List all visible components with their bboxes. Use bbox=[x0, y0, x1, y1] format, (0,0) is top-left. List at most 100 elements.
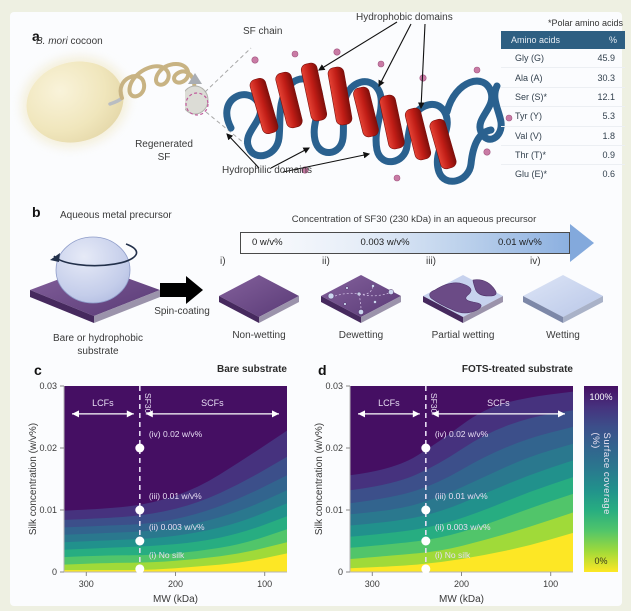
y-tick-label: 0.03 bbox=[39, 382, 57, 391]
amino-acid-pct: 12.1 bbox=[597, 91, 615, 102]
lcfs-arrowhead-left bbox=[358, 410, 365, 418]
cocoon-label-rest: cocoon bbox=[67, 36, 103, 47]
sample-point-label: (i) No silk bbox=[435, 550, 471, 560]
substrate-i-illustration bbox=[219, 275, 299, 323]
hydrophobic-arrows bbox=[318, 21, 426, 110]
substrate-left-edge bbox=[30, 290, 94, 323]
surface-coverage-colorbar: 100% Surface coverage (%) 0% bbox=[584, 386, 618, 572]
amino-table-row: Thr (T)* 0.9 bbox=[501, 146, 625, 166]
stage-numeral-iii: iii) bbox=[426, 256, 436, 267]
sample-point-label: (iv) 0.02 w/v% bbox=[435, 429, 489, 439]
x-axis-label: MW (kDa) bbox=[153, 594, 198, 605]
sample-point bbox=[135, 536, 145, 546]
substrate-iii-illustration bbox=[423, 275, 503, 323]
scfs-arrowhead-left bbox=[145, 410, 153, 418]
lcfs-label: LCFs bbox=[378, 398, 400, 408]
amino-acid-name: Ala (A) bbox=[515, 72, 543, 83]
spin-coating-label: Spin-coating bbox=[154, 306, 210, 317]
precursor-droplet bbox=[55, 236, 131, 304]
amino-acid-pct: 45.9 bbox=[597, 53, 615, 64]
amino-acid-pct: 0.6 bbox=[602, 169, 615, 180]
scfs-label: SCFs bbox=[487, 398, 510, 408]
scfs-label: SCFs bbox=[201, 398, 224, 408]
spin-arc bbox=[53, 243, 138, 267]
sample-point bbox=[421, 536, 431, 546]
x-tick-label: 300 bbox=[79, 579, 94, 589]
lcfs-arrowhead-right bbox=[126, 410, 134, 418]
amino-acid-name: Gly (G) bbox=[515, 53, 544, 64]
conc-tick-0: 0 w/v% bbox=[252, 237, 283, 248]
x-tick-label: 100 bbox=[257, 579, 272, 589]
amino-acid-name: Ser (S)* bbox=[515, 91, 548, 102]
sample-point-label: (iii) 0.01 w/v% bbox=[149, 491, 202, 501]
process-arrow bbox=[160, 276, 203, 304]
amino-acid-name: Tyr (Y) bbox=[515, 111, 542, 122]
amino-acid-pct: 30.3 bbox=[597, 72, 615, 83]
hydrophilic-arrows bbox=[226, 133, 371, 173]
hydrophobic-domains-label: Hydrophobic domains bbox=[356, 12, 453, 23]
cocoon-label: B. mori cocoon bbox=[36, 36, 103, 47]
precursor-label: Aqueous metal precursor bbox=[60, 210, 172, 221]
clump-spout bbox=[188, 73, 202, 84]
contour-band bbox=[350, 532, 573, 572]
amino-header-name: Amino acids bbox=[511, 35, 561, 45]
chart-d-title: FOTS-treated substrate bbox=[461, 364, 573, 375]
x-axis-label: MW (kDa) bbox=[439, 594, 484, 605]
conc-tick-1: 0.003 w/v% bbox=[360, 237, 410, 248]
stage-numeral-i: i) bbox=[220, 256, 226, 267]
y-axis-label: Silk concentration (w/v%) bbox=[28, 423, 39, 535]
regenerated-sf-label: Regenerated SF bbox=[135, 139, 193, 163]
panel-c-letter: c bbox=[34, 362, 42, 378]
sample-point bbox=[135, 443, 145, 453]
amino-acid-name: Thr (T)* bbox=[515, 150, 546, 161]
sample-point-label: (iv) 0.02 w/v% bbox=[149, 429, 203, 439]
substrate-right-edge bbox=[94, 290, 160, 323]
y-tick-label: 0.02 bbox=[39, 443, 57, 453]
sample-point-label: (i) No silk bbox=[149, 550, 185, 560]
y-tick-label: 0.01 bbox=[39, 505, 57, 515]
amino-table-row: Tyr (Y) 5.3 bbox=[501, 107, 625, 127]
stage-name-iv: Wetting bbox=[546, 330, 580, 341]
amino-header-pct: % bbox=[608, 35, 617, 45]
amino-acid-table: *Polar amino acids Amino acids % Gly (G)… bbox=[501, 18, 625, 184]
amino-acid-name: Glu (E)* bbox=[515, 169, 548, 180]
stage-name-ii: Dewetting bbox=[338, 330, 384, 341]
y-tick-label: 0 bbox=[52, 567, 57, 577]
concentration-gradient-bar bbox=[240, 232, 570, 254]
stage-numeral-ii: ii) bbox=[322, 256, 330, 267]
scfs-arrowhead-right bbox=[272, 410, 279, 418]
amino-acid-pct: 5.3 bbox=[602, 111, 615, 122]
substrate-iv-illustration bbox=[523, 275, 603, 323]
lcfs-label: LCFs bbox=[92, 398, 114, 408]
sample-point bbox=[421, 505, 431, 515]
sample-point-label: (iii) 0.01 w/v% bbox=[435, 491, 488, 501]
lcfs-arrowhead-right bbox=[412, 410, 420, 418]
hydrophobic-cylinders bbox=[249, 62, 457, 170]
x-tick-label: 100 bbox=[543, 579, 558, 589]
y-tick-label: 0.01 bbox=[325, 505, 343, 515]
sf-chain-illustration bbox=[185, 21, 513, 185]
silk-coil-illustration bbox=[108, 61, 197, 106]
panel-b-letter: b bbox=[32, 204, 41, 220]
lcfs-arrowhead-left bbox=[72, 410, 79, 418]
panel-d-letter: d bbox=[318, 362, 327, 378]
x-tick-label: 300 bbox=[365, 579, 380, 589]
zoom-line-top bbox=[204, 47, 252, 93]
contour-chart-bare: 0 0.01 0.02 0.03 300 200 100 MW (kDa) Silk conce… bbox=[28, 382, 287, 605]
contour-chart-fots: 0 0.01 0.02 0.03 300 200 100 MW (kDa) Silk conce… bbox=[314, 382, 573, 605]
zoom-circle bbox=[185, 92, 209, 116]
amino-table-row: Gly (G) 45.9 bbox=[501, 49, 625, 69]
x-tick-label: 200 bbox=[168, 579, 183, 589]
hydrophilic-domains-label: Hydrophilic domains bbox=[222, 165, 313, 176]
amino-table-header: Amino acids % bbox=[501, 31, 625, 49]
sf30-line-label: SF30 bbox=[143, 393, 153, 414]
colorbar-max-label: 100% bbox=[589, 392, 613, 402]
bare-substrate-caption: Bare or hydrophobic substrate bbox=[52, 333, 144, 357]
sample-point bbox=[135, 564, 145, 574]
amino-table-title: *Polar amino acids bbox=[547, 18, 623, 28]
amino-table-row: Glu (E)* 0.6 bbox=[501, 165, 625, 183]
y-tick-label: 0.02 bbox=[325, 443, 343, 453]
x-tick-label: 200 bbox=[454, 579, 469, 589]
concentration-title: Concentration of SF30 (230 kDa) in an aq… bbox=[291, 214, 537, 225]
spin-arc-head bbox=[50, 253, 60, 262]
